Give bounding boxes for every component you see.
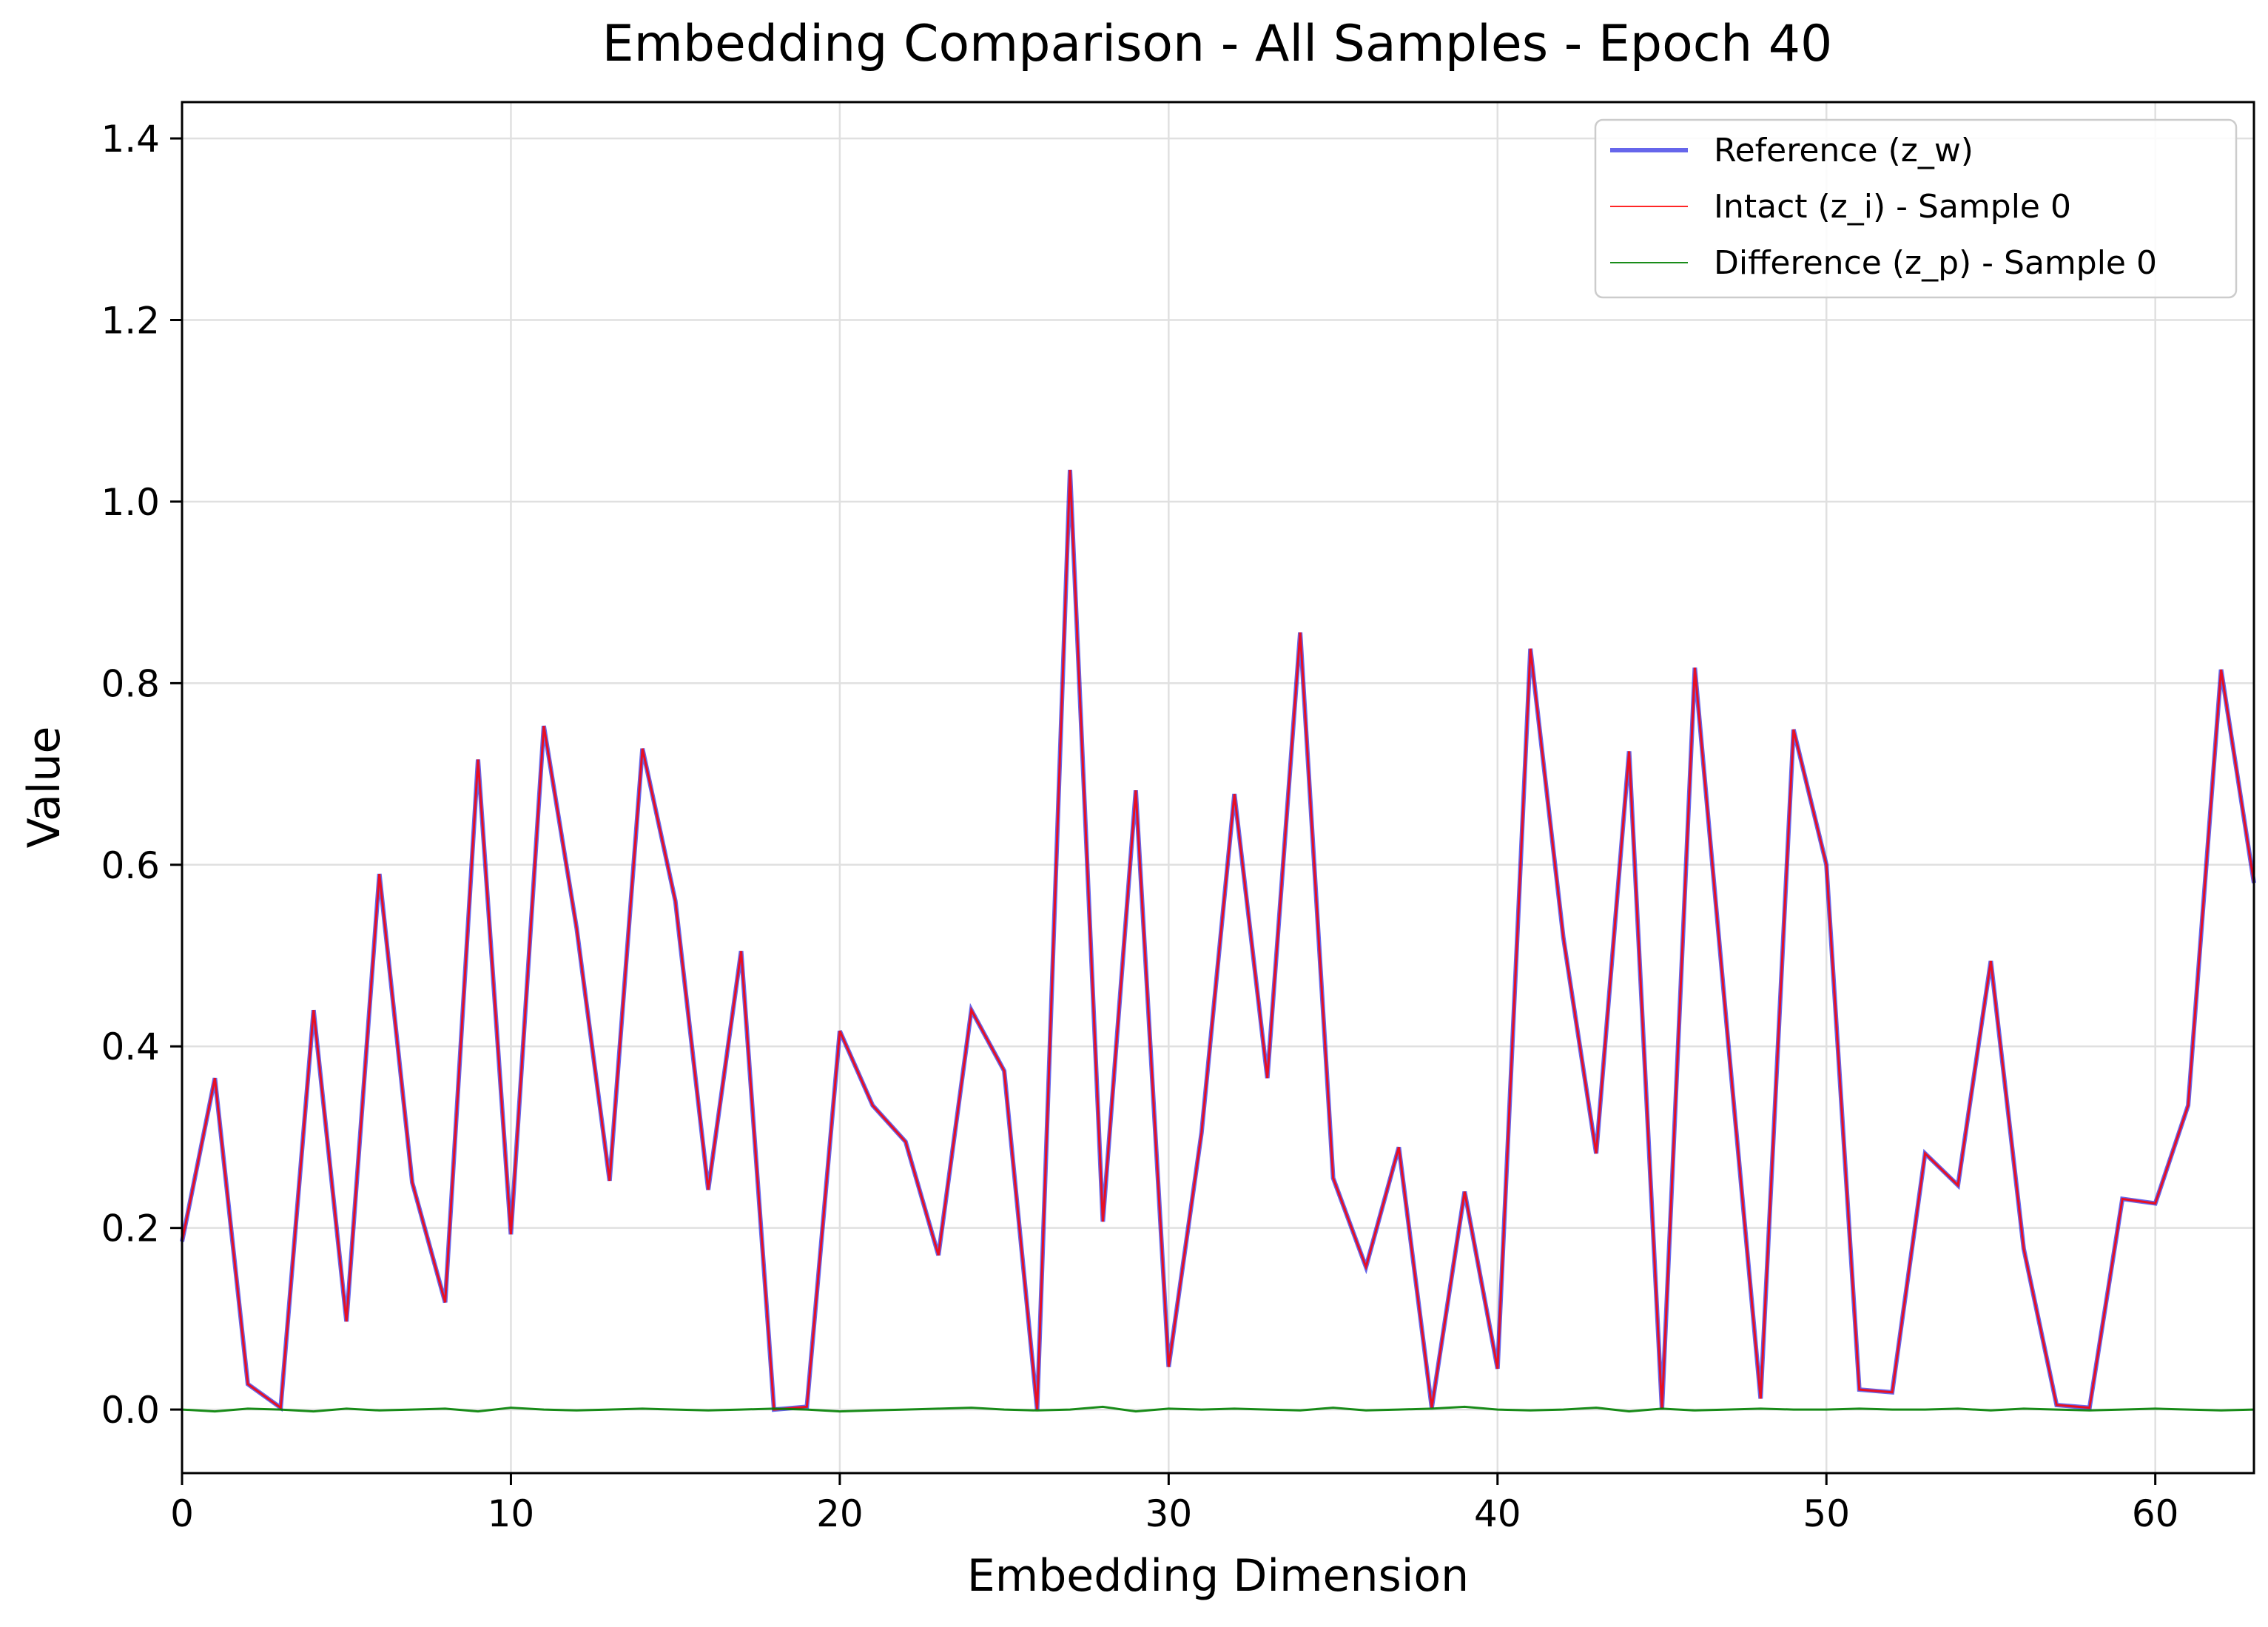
series-line-intact xyxy=(181,469,2255,1411)
axis-ticks: 0 10 20 30 40 50 60 0.0 0.2 0.4 0.6 0.8 1.0 1.2 1.4 xyxy=(101,118,2178,1535)
legend: Reference (z_w) Intact (z_i) - Sample 0 … xyxy=(1594,118,2238,299)
y-tick-label: 0.6 xyxy=(101,844,160,887)
plot-frame xyxy=(181,101,2255,1475)
x-tick-label: 60 xyxy=(2132,1492,2179,1535)
y-axis-label: Value xyxy=(18,727,70,849)
x-tick-label: 0 xyxy=(170,1492,194,1535)
legend-label-reference: Reference (z_w) xyxy=(1714,132,1973,169)
y-tick-label: 1.0 xyxy=(101,481,160,524)
x-tick-label: 10 xyxy=(488,1492,535,1535)
legend-label-intact: Intact (z_i) - Sample 0 xyxy=(1714,188,2071,226)
legend-box xyxy=(1594,118,2238,299)
series-line-difference xyxy=(181,1405,2255,1413)
x-tick-label: 40 xyxy=(1474,1492,1521,1535)
legend-label-difference: Difference (z_p) - Sample 0 xyxy=(1714,244,2157,282)
x-tick-label: 30 xyxy=(1145,1492,1193,1535)
y-tick-label: 0.4 xyxy=(101,1025,160,1068)
y-tick-label: 1.2 xyxy=(101,300,160,343)
x-axis-label: Embedding Dimension xyxy=(967,1550,1469,1602)
series-lines xyxy=(180,469,2256,1413)
y-tick-label: 0.2 xyxy=(101,1207,160,1250)
y-tick-label: 0.8 xyxy=(101,662,160,705)
y-tick-label: 1.4 xyxy=(101,118,160,161)
chart-title: Embedding Comparison - All Samples - Epo… xyxy=(602,15,1833,73)
x-tick-label: 50 xyxy=(1803,1492,1850,1535)
x-tick-label: 20 xyxy=(816,1492,864,1535)
y-tick-label: 0.0 xyxy=(101,1389,160,1432)
